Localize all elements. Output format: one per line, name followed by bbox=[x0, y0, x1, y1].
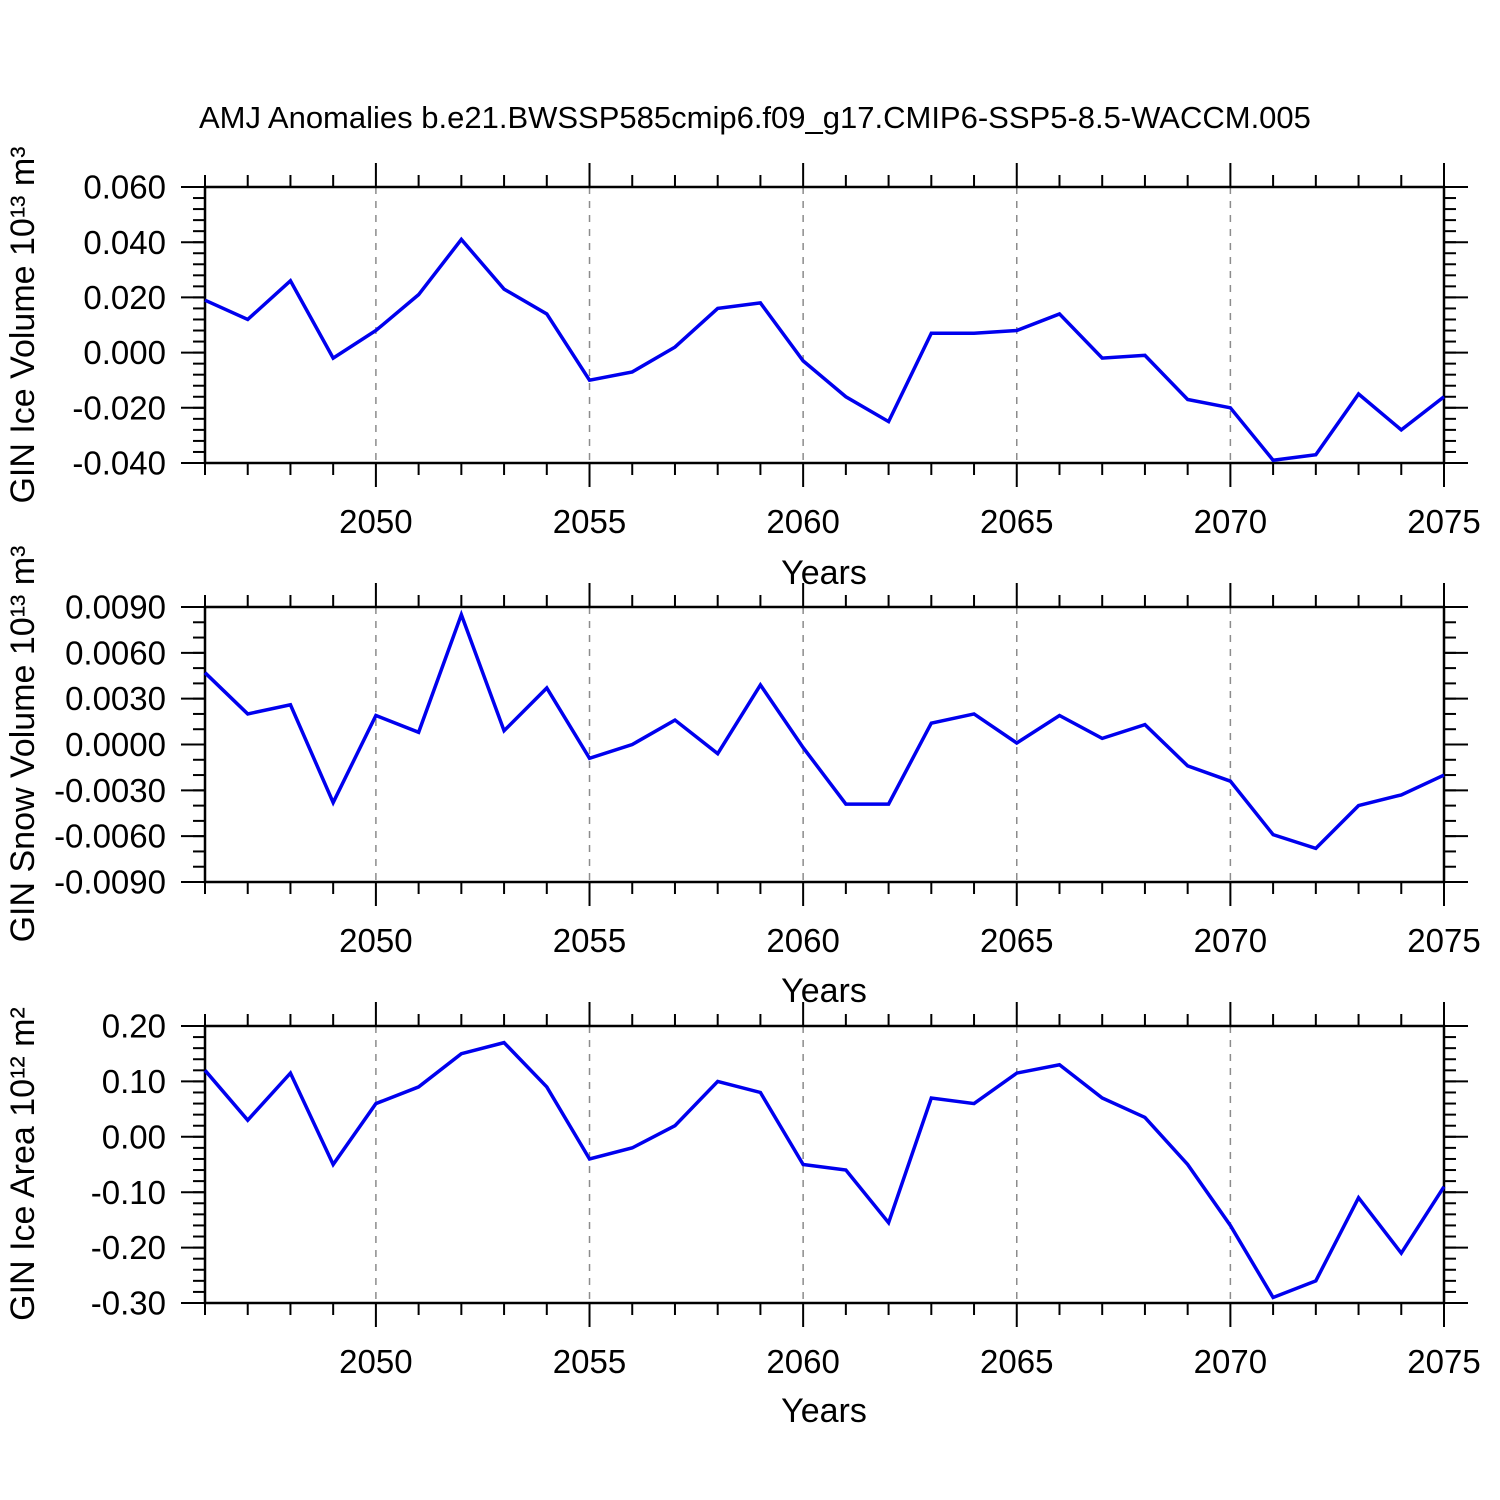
x-tick-label: 2070 bbox=[1194, 503, 1267, 540]
y-tick-label: 0.0000 bbox=[65, 726, 166, 763]
y-tick-label: 0.0060 bbox=[65, 634, 166, 671]
x-tick-label: 2075 bbox=[1407, 503, 1480, 540]
y-tick-label: 0.000 bbox=[83, 334, 166, 371]
panel1-y-axis-label: GIN Ice Volume 10¹³ m³ bbox=[4, 146, 42, 503]
data-line-panel-2 bbox=[203, 609, 1445, 851]
x-tick-label: 2075 bbox=[1407, 922, 1480, 959]
x-tick-label: 2070 bbox=[1194, 922, 1267, 959]
x-tick-label: 2050 bbox=[339, 922, 412, 959]
y-tick-label: -0.30 bbox=[91, 1285, 166, 1322]
x-tick-label: 2050 bbox=[339, 1343, 412, 1380]
x-tick-label: 2060 bbox=[766, 503, 839, 540]
panel1-x-axis-label: Years bbox=[781, 554, 867, 592]
y-tick-label: 0.10 bbox=[102, 1063, 166, 1100]
y-tick-label: 0.20 bbox=[102, 1008, 166, 1045]
y-tick-label: -0.10 bbox=[91, 1174, 166, 1211]
panel-3: 0.20 0.10 0.00 -0.10 -0.20 -0.30 2050 2055 2060 2… bbox=[91, 1002, 1481, 1380]
x-tick-label: 2060 bbox=[766, 922, 839, 959]
data-line-panel-1 bbox=[204, 236, 1446, 463]
x-tick-label: 2075 bbox=[1407, 1343, 1480, 1380]
x-tick-label: 2060 bbox=[766, 1343, 839, 1380]
y-tick-label: -0.040 bbox=[72, 445, 166, 482]
x-tick-label: 2050 bbox=[339, 503, 412, 540]
y-tick-label: -0.0060 bbox=[54, 818, 166, 855]
chart-title: AMJ Anomalies b.e21.BWSSP585cmip6.f09_g1… bbox=[199, 100, 1311, 135]
y-tick-label: -0.0030 bbox=[54, 772, 166, 809]
x-tick-label: 2065 bbox=[980, 922, 1053, 959]
x-tick-label: 2055 bbox=[553, 1343, 626, 1380]
y-tick-label: -0.0090 bbox=[54, 864, 166, 901]
y-tick-label: 0.0090 bbox=[65, 589, 166, 626]
y-tick-label: 0.060 bbox=[83, 169, 166, 206]
data-line-panel-3 bbox=[203, 1040, 1446, 1300]
y-tick-label: 0.020 bbox=[83, 279, 166, 316]
panel3-x-axis-label: Years bbox=[781, 1392, 867, 1430]
panel2-x-axis-label: Years bbox=[781, 972, 867, 1010]
panel3-y-axis-label: GIN Ice Area 10¹² m² bbox=[4, 1007, 42, 1321]
x-tick-label: 2055 bbox=[553, 922, 626, 959]
y-tick-label: 0.040 bbox=[83, 224, 166, 261]
panel2-y-axis-label: GIN Snow Volume 10¹³ m³ bbox=[4, 546, 42, 943]
panel-2: 0.0090 0.0060 0.0030 0.0000 -0.0030 -0.0060 -0… bbox=[54, 583, 1481, 959]
x-tick-label: 2055 bbox=[553, 503, 626, 540]
x-tick-label: 2065 bbox=[980, 1343, 1053, 1380]
panel-1: 0.060 0.040 0.020 0.000 -0.020 -0.040 2050 2055… bbox=[72, 163, 1481, 540]
x-tick-label: 2070 bbox=[1194, 1343, 1267, 1380]
plot-frame bbox=[203, 605, 1446, 884]
y-tick-label: 0.0030 bbox=[65, 680, 166, 717]
panels-layer: 0.060 0.040 0.020 0.000 -0.020 -0.040 2050 2055… bbox=[54, 163, 1481, 1380]
x-tick-label: 2065 bbox=[980, 503, 1053, 540]
y-tick-label: -0.020 bbox=[72, 389, 166, 426]
y-tick-label: 0.00 bbox=[102, 1118, 166, 1155]
plot-frame bbox=[203, 1024, 1446, 1305]
plot-frame bbox=[203, 185, 1446, 465]
y-tick-label: -0.20 bbox=[91, 1229, 166, 1266]
